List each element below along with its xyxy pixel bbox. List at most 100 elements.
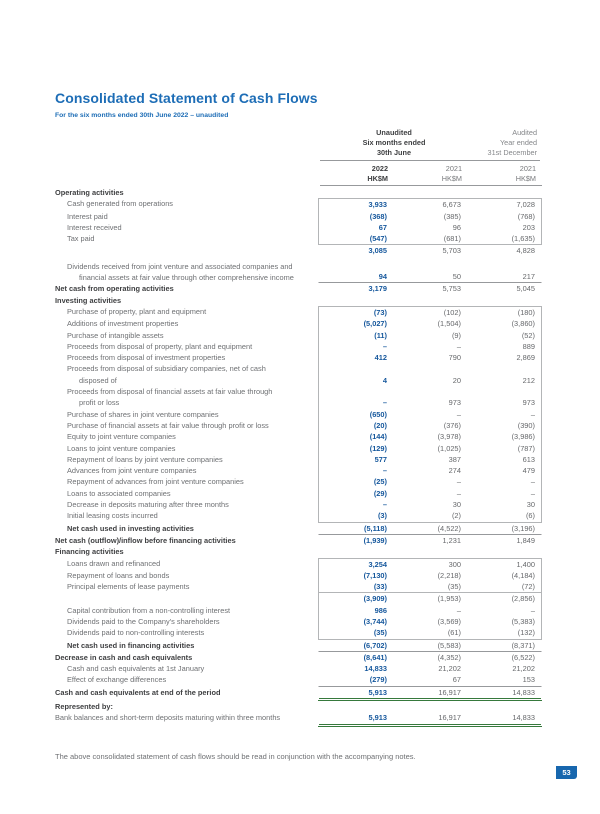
value-2021-interim: (35)	[447, 582, 461, 592]
row-label: Equity to joint venture companies	[67, 432, 176, 442]
row-label: Net cash from operating activities	[55, 284, 174, 294]
value-2022: 14,833	[364, 664, 387, 674]
row-values: 94 50 217	[318, 261, 542, 284]
value-2021-interim: (1,504)	[437, 319, 461, 329]
row-label: Investing activities	[55, 295, 122, 305]
table-row: Investing activities	[55, 295, 542, 306]
table-row: Dividends paid to the Company's sharehol…	[55, 615, 542, 628]
table-row: Repayment of loans by joint venture comp…	[55, 453, 542, 466]
row-label: Additions of investment properties	[67, 319, 179, 329]
row-values: (20) (376) (390)	[318, 419, 542, 432]
row-label: Purchase of intangible assets	[67, 330, 164, 340]
row-values: (650) – –	[318, 408, 542, 420]
row-values: – 973 973	[318, 386, 542, 409]
row-values: – 274 479	[318, 465, 542, 477]
row-values: (35) (61) (132)	[318, 627, 542, 640]
table-row: Cash and cash equivalents at end of the …	[55, 687, 542, 702]
table-row: Loans to joint venture companies (129) (1,…	[55, 442, 542, 454]
row-label: Decrease in deposits maturing after thre…	[67, 500, 229, 510]
value-2021-annual: –	[530, 477, 535, 487]
value-2021-interim: (9)	[451, 330, 461, 340]
table-row: Purchase of property, plant and equipmen…	[55, 305, 542, 319]
row-label: Interest paid	[67, 211, 108, 221]
value-2021-interim: (376)	[443, 420, 461, 430]
value-2021-annual: 7,028	[516, 200, 536, 210]
value-2022: –	[382, 500, 387, 510]
table-row: Repayment of advances from joint venture…	[55, 476, 542, 488]
value-2021-annual: –	[530, 605, 535, 615]
row-values: (73) (102) (180)	[318, 305, 542, 319]
value-2021-interim: (2,218)	[437, 570, 461, 580]
row-values: 3,179 5,753 5,045	[318, 283, 542, 294]
value-2021-interim: (3,569)	[437, 616, 461, 626]
value-2021-interim: (4,522)	[437, 523, 461, 533]
value-2021-annual: 217	[522, 272, 535, 282]
value-2021-interim: 6,673	[442, 200, 462, 210]
value-2021-interim: (3,978)	[437, 432, 461, 442]
row-values: (144) (3,978) (3,986)	[318, 431, 542, 443]
value-2021-annual: (6,522)	[511, 652, 535, 662]
table-row: Proceeds from disposal of property, plan…	[55, 340, 542, 353]
column-group-audited: Audited Year ended 31st December	[466, 128, 540, 161]
group-line: Six months ended	[362, 138, 426, 147]
value-2022: (33)	[373, 582, 387, 592]
row-label: Repayment of loans and bonds	[67, 570, 170, 580]
value-2021-interim: (1,025)	[437, 443, 461, 453]
table-row: Cash and cash equivalents at 1st January…	[55, 663, 542, 674]
row-label: Represented by:	[55, 702, 113, 712]
value-2021-annual: (2,856)	[511, 594, 535, 604]
column-header-2021-annual: 2021 HK$M	[515, 164, 536, 183]
value-2021-annual: (787)	[517, 443, 535, 453]
row-label: Cash and cash equivalents at end of the …	[55, 687, 221, 697]
value-2022: –	[382, 466, 387, 476]
group-line: 30th June	[376, 148, 412, 157]
value-2022: 4	[382, 375, 387, 385]
value-2021-annual: (3,986)	[511, 432, 535, 442]
value-2021-interim: 5,703	[442, 246, 462, 256]
value-2021-interim: 21,202	[438, 664, 461, 674]
value-2022: –	[382, 398, 387, 408]
value-2021-annual: (4,184)	[511, 570, 535, 580]
column-header-2022: 2022 HK$M	[367, 164, 388, 183]
row-values: – 30 30	[318, 499, 542, 511]
table-body: Operating activities Cash generated from …	[55, 187, 542, 727]
value-2021-annual: 613	[522, 454, 535, 464]
value-2021-annual: (72)	[521, 582, 535, 592]
table-row: Financing activities	[55, 546, 542, 557]
table-row: Decrease in deposits maturing after thre…	[55, 499, 542, 511]
table-row: Purchase of intangible assets (11) (9) (52)	[55, 329, 542, 341]
row-label	[55, 245, 318, 256]
table-row: (3,909) (1,953) (2,856)	[55, 592, 542, 605]
row-values: – – 889	[318, 340, 542, 353]
value-2022: 5,913	[368, 713, 388, 723]
row-label: Decrease in cash and cash equivalents	[55, 652, 193, 662]
row-label: Cash and cash equivalents at 1st January	[67, 664, 205, 674]
table-row: Additions of investment properties (5,027…	[55, 318, 542, 330]
value-2022: 67	[378, 222, 387, 232]
value-2022: (7,130)	[363, 570, 387, 580]
row-label: Effect of exchange differences	[67, 675, 167, 685]
table-row: Proceeds from disposal of investment pro…	[55, 352, 542, 364]
value-2021-interim: 96	[452, 222, 461, 232]
row-label: Net cash used in financing activities	[67, 640, 195, 650]
group-line: Year ended	[499, 138, 537, 147]
value-2022: 577	[374, 454, 387, 464]
value-2022: 986	[374, 605, 387, 615]
row-values: (3,909) (1,953) (2,856)	[318, 592, 542, 605]
value-2022: (3)	[377, 511, 387, 521]
table-row: Proceeds from disposal of financial asse…	[55, 386, 542, 409]
value-2021-annual: 1,400	[516, 559, 536, 569]
row-values: 3,085 5,703 4,828	[318, 245, 542, 256]
value-2022: (73)	[373, 307, 387, 317]
value-2021-interim: 790	[448, 353, 461, 363]
value-2022: (11)	[374, 330, 387, 340]
row-label: Capital contribution from a non-controll…	[67, 605, 231, 615]
row-label: Proceeds from disposal of investment pro…	[67, 353, 226, 363]
group-line: Unaudited	[376, 128, 412, 137]
row-label: Proceeds from disposal of property, plan…	[67, 341, 253, 351]
row-values	[318, 295, 542, 306]
value-2021-interim: (2)	[451, 511, 461, 521]
value-2022: 5,913	[368, 687, 388, 697]
value-2021-interim: (1,953)	[437, 594, 461, 604]
group-line: 31st December	[487, 148, 537, 157]
